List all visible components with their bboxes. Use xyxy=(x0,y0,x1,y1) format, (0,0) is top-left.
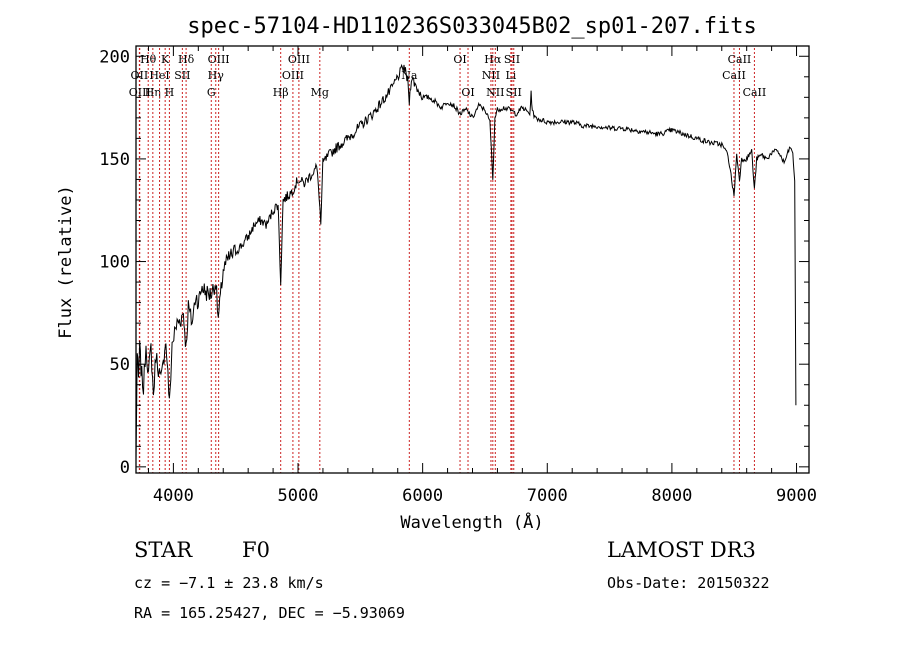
y-tick-label: 0 xyxy=(120,458,130,478)
line-label: Hδ xyxy=(178,53,195,66)
observation-date: Obs-Date: 20150322 xyxy=(607,574,770,592)
line-label: CaII xyxy=(722,69,746,82)
x-tick-label: 8000 xyxy=(651,486,692,506)
y-axis-label: Flux (relative) xyxy=(56,185,76,339)
redshift-velocity: cz = −7.1 ± 23.8 km/s xyxy=(134,574,324,592)
y-tick-label: 150 xyxy=(99,150,130,170)
survey-name: LAMOST DR3 xyxy=(607,538,756,562)
line-label: SII xyxy=(174,69,190,82)
x-tick-label: 7000 xyxy=(527,486,568,506)
object-subclass: F0 xyxy=(242,538,270,562)
line-label: OI xyxy=(461,86,474,99)
spectrum-line xyxy=(135,63,797,459)
x-axis-ticks: 4000 5000 6000 7000 8000 9000 xyxy=(147,46,817,506)
spectrum-chart: spec-57104-HD110236S033045B02_sp01-207.f… xyxy=(56,14,817,533)
line-label: Hγ xyxy=(208,69,225,82)
chart-title: spec-57104-HD110236S033045B02_sp01-207.f… xyxy=(187,14,757,39)
line-label: Hα xyxy=(484,53,502,66)
line-label: OI xyxy=(453,53,466,66)
plot-frame xyxy=(135,45,810,474)
line-label: OII xyxy=(131,69,149,82)
line-label: K xyxy=(161,53,170,66)
line-label: OIII xyxy=(129,86,151,99)
line-label: G xyxy=(207,86,216,99)
x-axis-label: Wavelength (Å) xyxy=(400,511,543,533)
line-label: Hβ xyxy=(273,86,289,99)
line-label: HeI xyxy=(149,69,169,82)
line-label: NII xyxy=(482,69,500,82)
line-label: CaII xyxy=(743,86,767,99)
coordinates: RA = 165.25427, DEC = −5.93069 xyxy=(134,604,405,622)
spectrum-series xyxy=(135,63,797,459)
line-label: SII xyxy=(506,86,522,99)
line-label: OIII xyxy=(288,53,310,66)
line-label: NII xyxy=(486,86,504,99)
x-tick-label: 5000 xyxy=(278,486,319,506)
x-tick-label: 9000 xyxy=(776,486,817,506)
x-tick-label: 4000 xyxy=(153,486,194,506)
line-label: Li xyxy=(505,69,516,82)
line-label: H xyxy=(165,86,175,99)
line-label: SII xyxy=(504,53,520,66)
y-tick-label: 200 xyxy=(99,47,130,67)
y-tick-label: 100 xyxy=(99,253,130,273)
x-tick-label: 6000 xyxy=(402,486,443,506)
line-label: Hθ xyxy=(140,53,157,66)
line-label: Mg xyxy=(311,86,329,99)
line-label: Hη xyxy=(145,86,161,99)
line-label: OIII xyxy=(208,53,230,66)
y-axis-ticks: 0 50 100 150 200 xyxy=(99,47,809,478)
y-tick-label: 50 xyxy=(110,355,130,375)
line-label: OIII xyxy=(282,69,304,82)
line-label: CaII xyxy=(728,53,752,66)
object-class: STAR xyxy=(134,538,193,562)
